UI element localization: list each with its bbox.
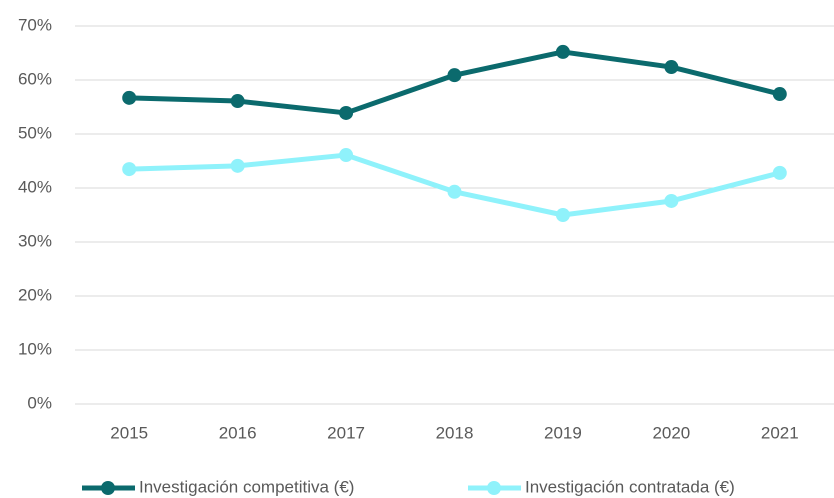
point [230,94,245,109]
point [122,90,137,105]
point [555,208,570,222]
y-tick-label: 50% [18,123,52,142]
point [339,105,354,120]
x-tick-label: 2019 [544,423,582,442]
x-tick-label: 2017 [327,423,365,442]
point [447,184,462,199]
x-tick-label: 2015 [110,423,148,442]
y-tick-label: 20% [18,285,52,304]
point [664,60,679,75]
y-tick-label: 40% [18,177,52,196]
point [555,44,570,59]
x-tick-label: 2020 [652,423,690,442]
y-tick-label: 30% [18,231,52,250]
legend-label: Investigación contratada (€) [525,477,735,496]
x-tick-label: 2018 [436,423,474,442]
series-line [129,49,781,116]
point [772,165,787,180]
legend-label: Investigación competitiva (€) [139,477,354,496]
point [230,158,245,173]
point [339,148,354,163]
y-tick-label: 10% [18,339,52,358]
x-tick-label: 2016 [219,423,257,442]
point [447,68,462,83]
y-tick-label: 60% [18,69,52,88]
legend-marker [101,481,115,495]
x-tick-label: 2021 [761,423,799,442]
point [664,193,679,208]
point [772,87,787,102]
point [122,162,137,177]
y-tick-label: 0% [27,393,52,412]
y-tick-label: 70% [18,15,52,34]
legend-marker [487,481,501,495]
